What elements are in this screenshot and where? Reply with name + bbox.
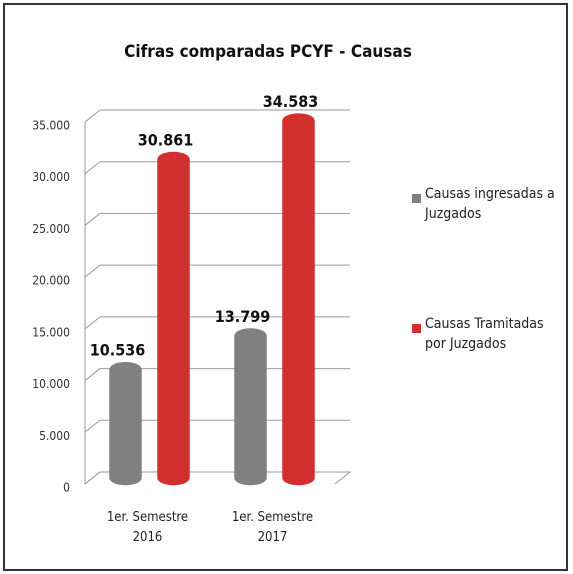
bar-top [157, 151, 190, 166]
y-tick-label: 10.000 [32, 377, 70, 391]
y-tick-label: 15.000 [32, 325, 70, 339]
legend-label: Causas ingresadas a Juzgados [425, 186, 555, 222]
chart-title: Cifras comparadas PCYF - Causas [124, 42, 412, 62]
grid-line-side [84, 161, 101, 175]
bar [109, 368, 142, 486]
x-tick-label: 1er. Semestre 2017 [231, 510, 314, 545]
legend-swatch [412, 324, 421, 333]
grid-line-side [84, 316, 101, 330]
bar-top [109, 362, 142, 377]
value-label: 10.536 [90, 341, 146, 360]
value-label: 34.583 [263, 92, 319, 111]
value-label: 30.861 [138, 130, 194, 149]
bar [282, 120, 315, 486]
x-tick-label: 1er. Semestre 2016 [106, 510, 189, 545]
y-tick-label: 30.000 [32, 170, 70, 184]
value-label: 13.799 [215, 307, 271, 326]
y-tick-label: 35.000 [32, 119, 70, 133]
bar [234, 335, 267, 486]
legend-label: Causas Tramitadas por Juzgados [425, 316, 544, 352]
y-tick-label: 20.000 [32, 274, 70, 288]
bar [157, 158, 190, 486]
grid-line-side [84, 471, 101, 485]
grid-line-side [84, 368, 101, 381]
y-tick-label: 5.000 [39, 429, 70, 443]
y-tick-label: 0 [63, 481, 70, 495]
grid-line-side [84, 264, 101, 278]
grid-line-side [84, 213, 101, 226]
grid-line-side [84, 419, 101, 433]
y-tick-label: 25.000 [32, 222, 70, 236]
bar-top [282, 113, 315, 128]
grid-line-side [84, 109, 101, 123]
bar-top [234, 328, 267, 343]
legend-swatch [412, 194, 421, 203]
